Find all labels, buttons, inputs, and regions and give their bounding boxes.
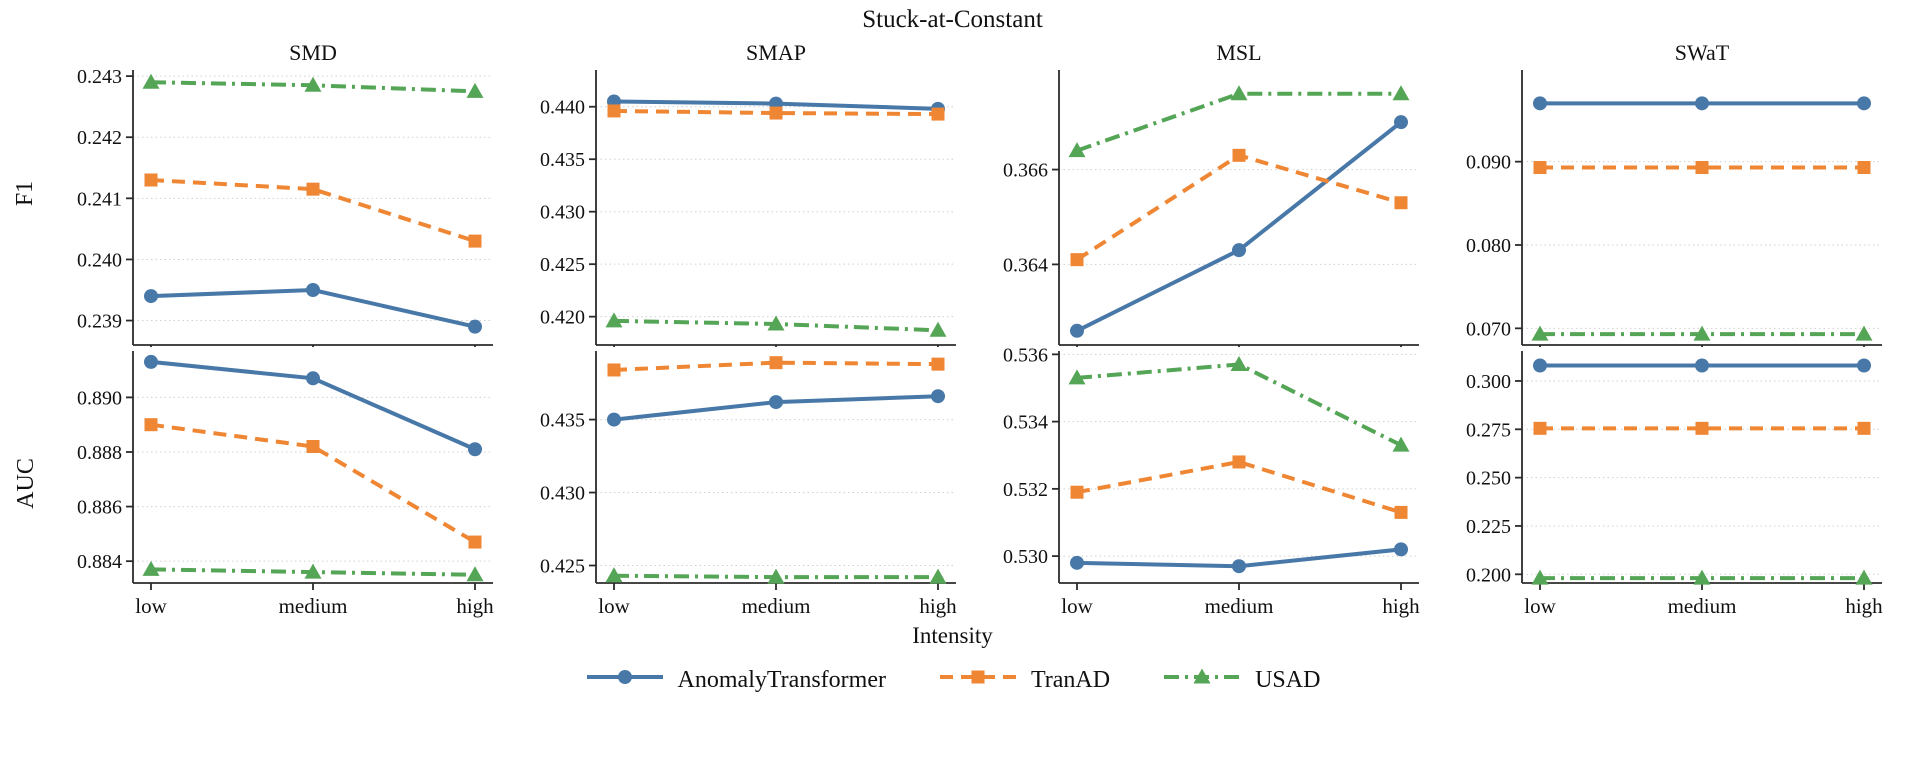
- svg-text:0.884: 0.884: [77, 551, 122, 573]
- ylabel-auc-text: AUC: [12, 457, 39, 509]
- xtick-medium: medium: [278, 594, 347, 618]
- subplot-title-smap: SMAP: [746, 40, 806, 65]
- svg-text:0.364: 0.364: [1003, 254, 1048, 276]
- svg-text:0.366: 0.366: [1003, 160, 1048, 182]
- legend-item-usad: USAD: [1162, 665, 1320, 696]
- chart-smap-auc: 0.425 0.430 0.435 low medium high: [540, 351, 957, 618]
- svg-text:0.886: 0.886: [77, 497, 122, 519]
- xtick-low: low: [598, 594, 630, 618]
- subplot-f1-smd: SMD 0.239 0.240 0.241 0.242 0.243: [42, 40, 505, 347]
- subplot-f1-swat: SWaT 0.070 0.080 0.090: [1432, 40, 1895, 347]
- ylabel-f1: F1: [10, 40, 42, 347]
- legend-label-tranad: TranAD: [1030, 667, 1111, 693]
- series-line-tranad: [150, 178, 476, 244]
- svg-text:0.435: 0.435: [540, 149, 585, 171]
- svg-text:0.435: 0.435: [540, 410, 585, 432]
- xtick-high: high: [1846, 594, 1884, 618]
- series-line-tranad: [150, 422, 476, 544]
- xtick-low: low: [135, 594, 167, 618]
- figure-title: Stuck-at-Constant: [862, 6, 1043, 33]
- svg-text:0.530: 0.530: [1003, 546, 1048, 568]
- legend-item-tranad: TranAD: [938, 665, 1110, 696]
- svg-text:0.240: 0.240: [77, 249, 122, 271]
- svg-text:0.200: 0.200: [1466, 564, 1511, 586]
- legend-item-anomalytransformer: AnomalyTransformer: [585, 665, 886, 696]
- svg-text:0.080: 0.080: [1466, 235, 1511, 257]
- xtick-high: high: [919, 594, 957, 618]
- svg-text:0.430: 0.430: [540, 202, 585, 224]
- svg-text:0.239: 0.239: [77, 311, 122, 333]
- chart-swat-auc: 0.200 0.225 0.250 0.275 0.300 low medium high: [1466, 351, 1884, 618]
- ylabel-auc: AUC: [10, 347, 42, 619]
- svg-text:0.534: 0.534: [1003, 412, 1048, 434]
- legend-marker-anomalytransformer: [585, 665, 665, 696]
- series-line-usad: [1076, 91, 1402, 153]
- xtick-high: high: [456, 594, 494, 618]
- svg-text:0.890: 0.890: [77, 387, 122, 409]
- subplot-title-swat: SWaT: [1675, 40, 1730, 65]
- svg-text:0.243: 0.243: [77, 66, 122, 88]
- series-line-tranad: [613, 360, 938, 372]
- subplot-title-smd: SMD: [289, 40, 337, 65]
- subplot-auc-smap: 0.425 0.430 0.435 low medium high: [505, 347, 968, 619]
- subplot-auc-swat: 0.200 0.225 0.250 0.275 0.300 low medium high: [1432, 347, 1895, 619]
- chart-swat-f1: SWaT 0.070 0.080 0.090: [1466, 40, 1883, 347]
- svg-text:0.090: 0.090: [1466, 152, 1511, 174]
- svg-text:0.250: 0.250: [1466, 468, 1511, 490]
- xtick-low: low: [1525, 594, 1557, 618]
- legend-label-anomalytransformer: AnomalyTransformer: [677, 667, 886, 693]
- xtick-medium: medium: [741, 594, 810, 618]
- series-line-tranad: [613, 108, 938, 117]
- svg-text:0.225: 0.225: [1466, 516, 1511, 538]
- legend-label-usad: USAD: [1255, 667, 1321, 693]
- legend-marker-tranad: [938, 665, 1018, 696]
- svg-text:0.425: 0.425: [540, 254, 585, 276]
- series-line-tranad: [1076, 459, 1402, 515]
- svg-text:0.241: 0.241: [77, 188, 122, 210]
- svg-text:0.070: 0.070: [1466, 318, 1511, 340]
- svg-text:0.242: 0.242: [77, 127, 122, 149]
- xtick-high: high: [1382, 594, 1420, 618]
- subplot-auc-msl: 0.530 0.532 0.534 0.536 low medium high: [969, 347, 1432, 619]
- chart-smd-f1: SMD 0.239 0.240 0.241 0.242 0.243: [77, 40, 493, 347]
- chart-msl-auc: 0.530 0.532 0.534 0.536 low medium high: [1003, 347, 1420, 618]
- series-line-usad: [1076, 362, 1403, 447]
- svg-text:0.300: 0.300: [1466, 371, 1511, 393]
- svg-text:0.532: 0.532: [1003, 479, 1048, 501]
- svg-text:0.275: 0.275: [1466, 419, 1511, 441]
- row-f1: F1 SMD 0.239 0.240 0.241 0.242 0.243 SMAP 0.42…: [10, 40, 1895, 347]
- svg-text:0.536: 0.536: [1003, 347, 1048, 366]
- ylabel-f1-text: F1: [12, 180, 39, 207]
- chart-smd-auc: 0.884 0.886 0.888 0.890 low medium high: [77, 351, 494, 618]
- xtick-medium: medium: [1205, 594, 1274, 618]
- svg-text:0.420: 0.420: [540, 307, 585, 329]
- subplot-f1-smap: SMAP 0.420 0.425 0.430 0.435 0.440: [505, 40, 968, 347]
- svg-text:0.425: 0.425: [540, 555, 585, 577]
- chart-smap-f1: SMAP 0.420 0.425 0.430 0.435 0.440: [540, 40, 956, 347]
- xlabel-intensity: Intensity: [912, 623, 993, 648]
- legend: AnomalyTransformer TranAD USAD: [10, 665, 1895, 696]
- svg-text:0.888: 0.888: [77, 442, 122, 464]
- xtick-medium: medium: [1668, 594, 1737, 618]
- chart-msl-f1: MSL 0.364 0.366: [1003, 40, 1420, 347]
- subplot-title-msl: MSL: [1217, 40, 1262, 65]
- svg-text:0.430: 0.430: [540, 483, 585, 505]
- xtick-low: low: [1061, 594, 1093, 618]
- svg-text:0.440: 0.440: [540, 97, 585, 119]
- subplot-auc-smd: 0.884 0.886 0.888 0.890 low medium high: [42, 347, 505, 619]
- row-auc: AUC 0.884 0.886 0.888 0.890 low medium high 0.…: [10, 347, 1895, 619]
- subplot-f1-msl: MSL 0.364 0.366: [969, 40, 1432, 347]
- legend-marker-usad: [1162, 665, 1242, 696]
